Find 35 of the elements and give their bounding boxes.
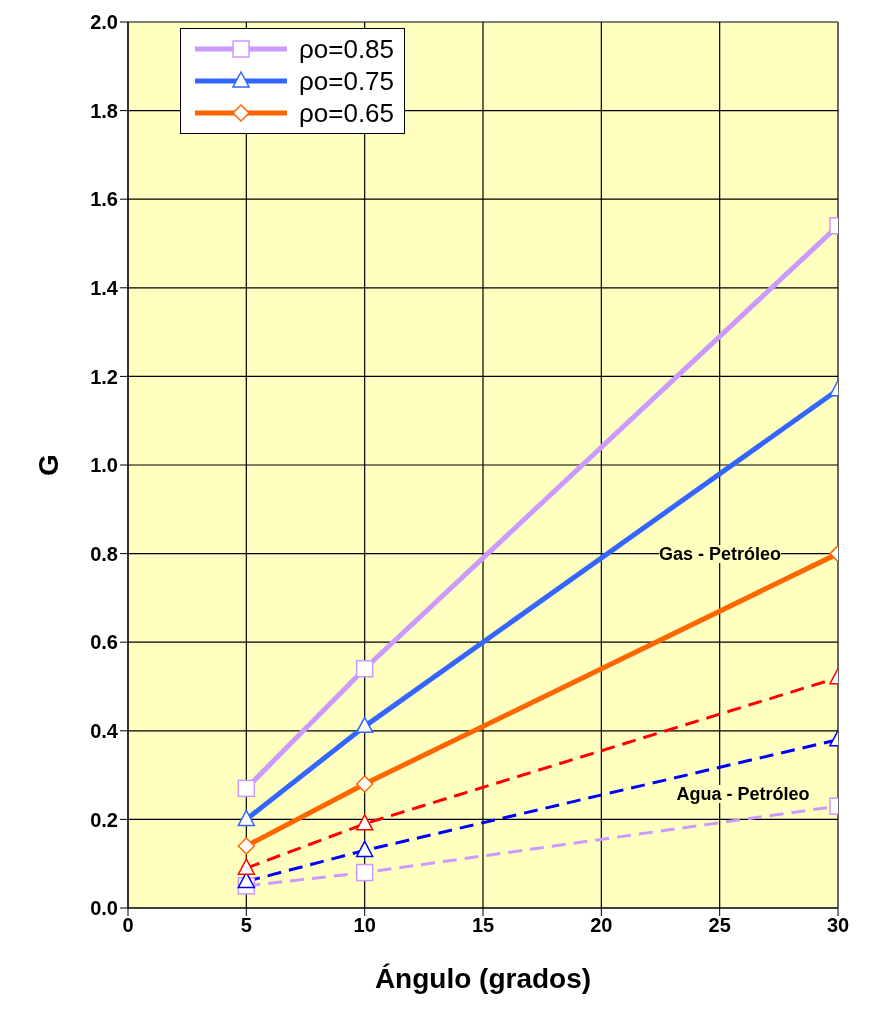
x-tick-label: 20 xyxy=(590,914,613,937)
y-axis-title: G xyxy=(32,454,64,476)
y-tick-label: 1.4 xyxy=(90,276,119,299)
x-tick-label: 10 xyxy=(353,914,376,937)
point xyxy=(355,840,374,858)
y-tick-label: 1.6 xyxy=(90,188,118,211)
point xyxy=(237,809,256,827)
x-tick-label: 0 xyxy=(122,914,134,937)
y-tick-label: 0.4 xyxy=(90,719,119,742)
point xyxy=(355,863,374,882)
point xyxy=(237,779,256,798)
y-tick-label: 1.2 xyxy=(90,365,118,388)
x-axis-title: Ángulo (grados) xyxy=(374,963,592,994)
x-tick-label: 25 xyxy=(708,914,731,937)
y-tick-label: 0.2 xyxy=(90,808,118,831)
y-tick-label: 1.8 xyxy=(90,99,118,122)
y-tick-label: 1.0 xyxy=(90,454,118,477)
y-tick-label: 0.8 xyxy=(90,542,118,565)
x-tick-label: 5 xyxy=(240,914,252,937)
y-tick-label: 2.0 xyxy=(90,11,118,34)
annotation: Gas - Petróleo xyxy=(658,544,782,564)
x-tick-label: 15 xyxy=(471,914,495,937)
y-tick-label: 0.6 xyxy=(90,631,118,654)
point xyxy=(237,837,256,855)
legend-label: ρo=0.65 xyxy=(299,97,395,129)
point xyxy=(355,814,374,831)
point xyxy=(355,775,374,793)
legend-label: ρo=0.75 xyxy=(299,65,395,97)
point xyxy=(355,660,374,678)
annotation: Agua - Petróleo xyxy=(676,784,810,804)
x-tick-label: 30 xyxy=(826,914,850,937)
point xyxy=(237,858,256,875)
point xyxy=(355,716,374,734)
y-tick-label: 0.0 xyxy=(90,897,118,920)
legend-label: ρo=0.85 xyxy=(299,33,395,65)
